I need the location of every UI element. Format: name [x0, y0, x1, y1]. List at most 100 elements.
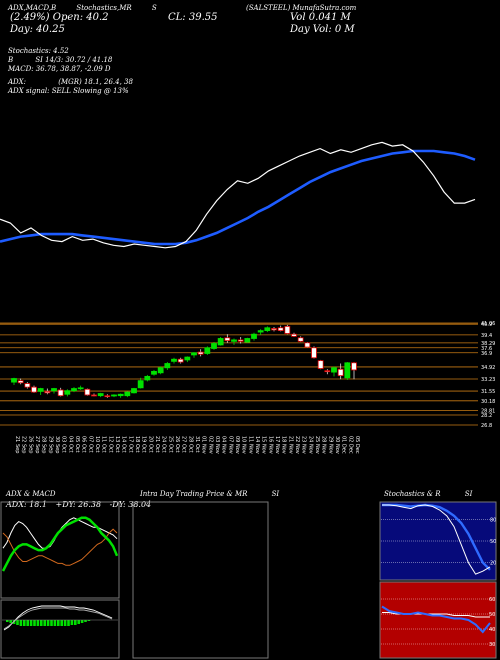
candle-body — [317, 360, 324, 369]
candle-body — [277, 327, 284, 332]
candle-body — [184, 356, 191, 361]
stochastics-tick-label: 80 — [490, 517, 496, 523]
candle-body — [191, 352, 197, 356]
macd-histogram — [2, 605, 118, 631]
intraday-panel-frame — [132, 501, 269, 659]
price-tick-label: 40.9 — [481, 322, 492, 328]
candle-body — [324, 370, 331, 373]
date-tick-label: 05 Oct — [74, 436, 80, 453]
intraday-title: Intra Day Trading Price & MR — [140, 490, 248, 498]
day-label: Day: 40.25 — [10, 24, 65, 35]
macd-histogram-bar — [80, 620, 84, 623]
macd-histogram-bar — [33, 620, 36, 626]
candle-body — [11, 378, 17, 383]
date-tick-label: 17 Nov — [274, 436, 280, 454]
date-tick-label: 04 Oct — [67, 436, 73, 453]
date-tick-label: 04 Nov — [221, 436, 227, 454]
date-tick-label: 18 Nov — [281, 436, 287, 454]
macd-histogram-bar — [74, 620, 77, 625]
date-tick-label: 24 Oct — [161, 436, 167, 453]
macd-histogram-bar — [53, 620, 57, 626]
candle-body — [231, 339, 237, 342]
macd-histogram-bar — [46, 620, 50, 626]
date-tick-label: 25 Oct — [167, 436, 173, 453]
moving-average-layer — [0, 141, 476, 249]
candle-body — [57, 389, 64, 397]
date-tick-label: 26 Sep — [27, 436, 33, 453]
macd-histogram-bar — [84, 620, 87, 622]
date-tick-label: 28 Sep — [41, 436, 47, 453]
macd-histogram-bar — [23, 620, 26, 626]
date-tick-label: 09 Nov — [234, 436, 240, 454]
candle-body — [124, 391, 131, 397]
header-line1: (2.49%) Open: 40.2 — [10, 12, 109, 23]
date-tick-label: 22 Nov — [294, 436, 300, 454]
date-tick-label: 12 Oct — [107, 436, 113, 453]
date-tick-label: 01 Nov — [201, 436, 207, 454]
price-tick-label: 41.06 — [481, 321, 495, 327]
macd-histogram-bar — [6, 620, 9, 622]
candle-body — [144, 375, 151, 381]
macd-histogram-bar — [12, 620, 16, 624]
date-tick-label: 28 Oct — [187, 436, 193, 453]
minus-dy-line — [2, 528, 118, 566]
candle-body — [257, 330, 264, 333]
date-tick-label: 19 Oct — [141, 436, 147, 453]
date-tick-label: 30 Sep — [54, 436, 60, 453]
date-tick-label: 10 Nov — [241, 436, 247, 454]
candle-body — [71, 388, 77, 392]
candle-body — [271, 328, 277, 331]
stat-mgr: (MGR) 18.1, 26.4, 38 — [58, 78, 133, 86]
macd-signal-line — [3, 607, 113, 630]
adx-value: ADX: 18.1 — [6, 500, 47, 509]
mrsi-tick-label: 50 — [489, 612, 495, 618]
stochastics-d-line — [382, 503, 491, 571]
stochastics-lines: 80 50 20 — [381, 503, 496, 575]
header-tag-1: ADX,MACD,B — [8, 4, 57, 12]
candle-body — [251, 333, 257, 339]
date-tick-label: 01 Dec — [341, 436, 347, 454]
candle-body — [97, 393, 104, 397]
price-tick-label: 28.2 — [481, 413, 492, 419]
date-tick-label: 03 Oct — [61, 436, 67, 453]
adx-panel-frame — [0, 501, 120, 599]
adx-lines — [1, 516, 119, 572]
stat-si: SI 14/3: 30.72 / 41.18 — [35, 56, 113, 64]
candle-body — [157, 367, 164, 374]
candle-body — [344, 362, 351, 379]
macd-histogram-bar — [60, 620, 63, 626]
stat-b: B — [8, 56, 14, 64]
candle-body — [331, 367, 337, 373]
date-tick-label: 27 Sep — [34, 436, 40, 453]
candle-body — [217, 338, 224, 346]
vol-label: Vol 0.041 M — [290, 12, 351, 23]
stat-adx-signal: ADX signal: SELL Slowing @ 13% — [8, 87, 129, 95]
candle-body — [51, 388, 57, 392]
mrsi-blue-line — [381, 605, 491, 634]
price-tick-label: 33.23 — [481, 377, 495, 383]
date-tick-label: 05 Dec — [354, 436, 360, 454]
date-tick-label: 15 Nov — [261, 436, 267, 454]
stochastics-tick-label: 50 — [490, 539, 496, 545]
candle-body — [171, 358, 177, 362]
dayvol-label: Day Vol: 0 M — [290, 24, 355, 35]
date-tick-label: 28 Nov — [321, 436, 327, 454]
candle-body — [44, 390, 51, 394]
candle-body — [111, 394, 117, 397]
date-tick-label: 07 Nov — [227, 436, 233, 454]
candle-body — [264, 327, 271, 332]
date-tick-label: 17 Oct — [127, 436, 133, 453]
stat-adx: ADX: — [8, 78, 27, 86]
date-tick-label: 20 Oct — [147, 436, 153, 453]
bottom-panels: 80 50 20 60 50 40 30 — [0, 501, 497, 659]
date-tick-label: 31 Oct — [194, 436, 200, 453]
candle-body — [177, 358, 184, 363]
date-tick-label: 06 Oct — [81, 436, 87, 453]
date-tick-label: 03 Nov — [214, 436, 220, 454]
candle-body — [137, 380, 144, 389]
candle-body — [297, 337, 304, 342]
mrsi-panel — [379, 581, 497, 659]
date-tick-label: 24 Nov — [307, 436, 313, 454]
